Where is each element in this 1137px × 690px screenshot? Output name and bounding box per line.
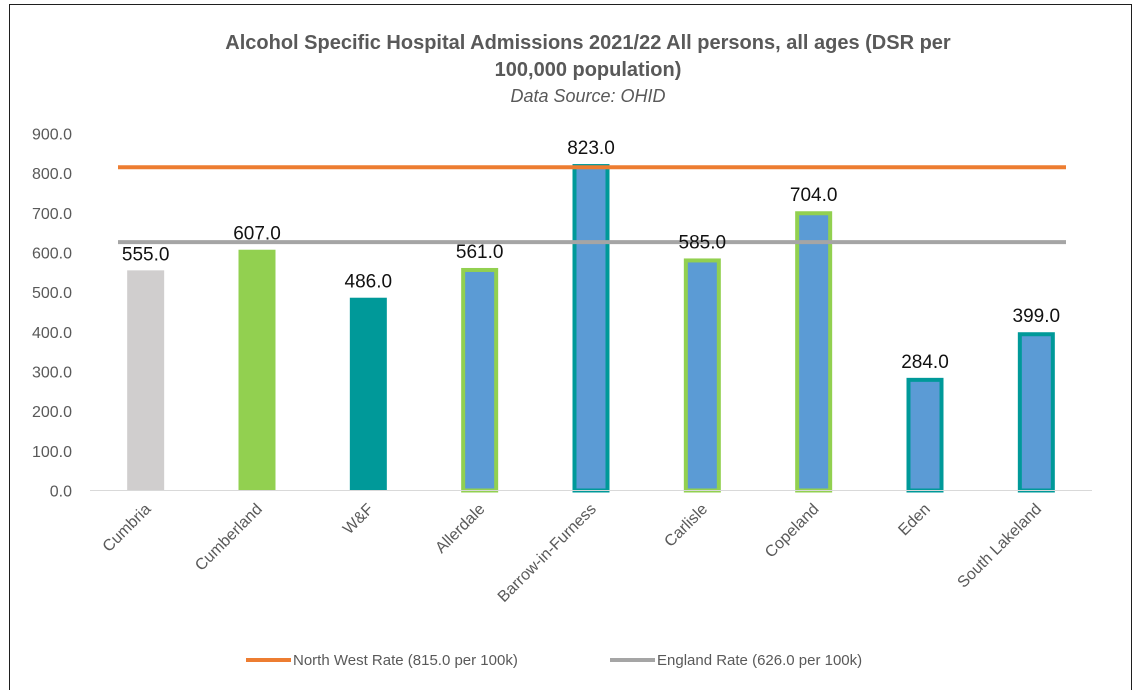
x-tick-label: Copeland — [762, 501, 822, 561]
legend-label: North West Rate (815.0 per 100k) — [293, 652, 518, 669]
x-tick-label: Carlisle — [661, 501, 711, 551]
y-axis: 0.0 100.0 200.0 300.0 400.0 500.0 600.0 700.0 80… — [32, 127, 72, 501]
x-tick-label: Cumberland — [192, 501, 266, 575]
data-label: 561.0 — [456, 242, 504, 263]
bar — [906, 377, 944, 493]
bar — [795, 211, 833, 493]
data-label: 284.0 — [901, 352, 949, 373]
bar — [572, 164, 610, 493]
data-label: 607.0 — [233, 224, 281, 245]
x-tick-label: Barrow-in-Furness — [495, 501, 600, 606]
data-label: 585.0 — [679, 232, 727, 253]
legend-label: England Rate (626.0 per 100k) — [657, 652, 862, 669]
bar — [1017, 332, 1055, 493]
x-tick-label: Cumbria — [100, 501, 155, 556]
data-label: 399.0 — [1013, 306, 1061, 327]
y-tick-label: 100.0 — [32, 444, 72, 461]
y-tick-label: 300.0 — [32, 365, 72, 382]
y-tick-label: 800.0 — [32, 166, 72, 183]
chart-subtitle: Data Source: OHID — [510, 86, 665, 106]
bar — [127, 270, 165, 491]
data-label: 704.0 — [790, 185, 838, 206]
y-tick-label: 900.0 — [32, 127, 72, 144]
bar — [683, 258, 721, 493]
y-tick-label: 200.0 — [32, 404, 72, 421]
bars-group — [127, 164, 1055, 493]
chart-frame — [9, 4, 1132, 690]
x-tick-label: Allerdale — [432, 501, 488, 557]
x-tick-label: South Lakeland — [955, 501, 1046, 592]
x-axis: Cumbria Cumberland W&F Allerdale Barrow-in-F… — [90, 490, 1092, 606]
bar — [461, 267, 499, 493]
x-tick-label: W&F — [340, 501, 377, 538]
x-tick-label: Eden — [895, 501, 933, 539]
data-labels-group: 555.0 607.0 486.0 561.0 823.0 585.0 704.0 284.0… — [122, 138, 1060, 373]
legend: North West Rate (815.0 per 100k) England … — [246, 652, 862, 669]
y-tick-label: 0.0 — [50, 484, 72, 501]
data-label: 823.0 — [567, 138, 615, 159]
y-tick-label: 700.0 — [32, 206, 72, 223]
data-label: 555.0 — [122, 244, 170, 265]
y-tick-label: 400.0 — [32, 325, 72, 342]
chart-title-line-2: 100,000 population) — [495, 59, 682, 81]
y-tick-label: 600.0 — [32, 246, 72, 263]
bar — [238, 249, 276, 491]
y-tick-label: 500.0 — [32, 285, 72, 302]
bar — [349, 297, 387, 491]
reference-lines-group — [118, 165, 1066, 245]
chart-title-line-1: Alcohol Specific Hospital Admissions 202… — [225, 32, 951, 54]
data-label: 486.0 — [345, 272, 393, 293]
